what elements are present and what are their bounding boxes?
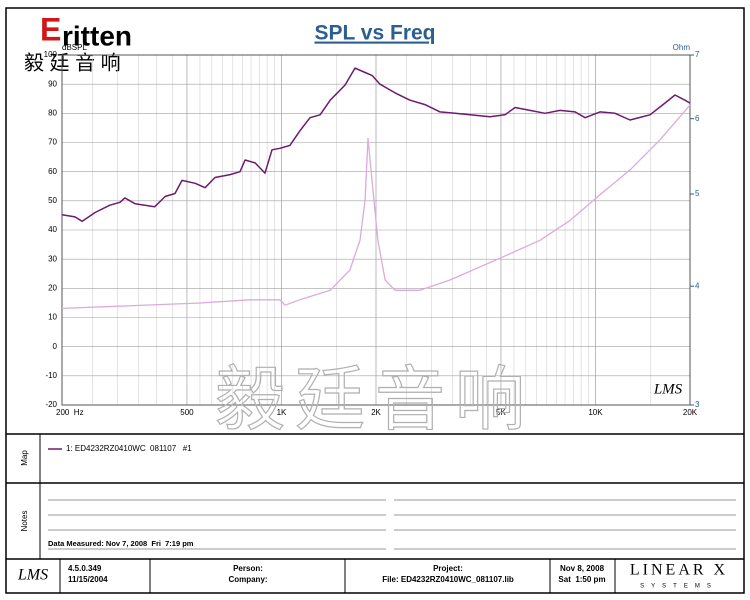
series-line	[61, 67, 691, 223]
y2-axis-label: Ohm	[673, 43, 691, 52]
x-tick-label: 5K	[496, 408, 506, 417]
x-tick-label: 20K	[683, 408, 698, 417]
y2-tick-label: 3	[695, 400, 700, 409]
brand-sub: SYSTEMS	[640, 584, 718, 590]
y-tick-label: 70	[48, 138, 57, 147]
logo-mark: E	[40, 11, 61, 47]
brand: LINEAR X	[630, 562, 728, 579]
company: Company:	[228, 575, 267, 584]
map-label: Map	[20, 450, 29, 466]
time: Sat 1:50 pm	[558, 575, 605, 584]
y2-tick-label: 7	[695, 50, 700, 59]
y-axis-label: dBSPL	[62, 43, 87, 52]
date: Nov 8, 2008	[560, 564, 605, 573]
x-tick-label: 10K	[588, 408, 603, 417]
y-tick-label: 20	[48, 283, 57, 292]
y-tick-label: 0	[53, 342, 58, 351]
outer-frame	[5, 7, 745, 594]
data-measured: Data Measured: Nov 7, 2008 Fri 7:19 pm	[48, 539, 194, 548]
y-tick-label: 100	[44, 50, 58, 59]
footer: LMS 4.5.0.349 11/15/2004 Person: Company…	[17, 559, 728, 593]
series-line	[61, 104, 691, 310]
note-lines	[48, 499, 736, 550]
footer-logo: LMS	[17, 567, 48, 584]
x-tick-label: 200 Hz	[56, 408, 84, 417]
x-tick-label: 500	[180, 408, 194, 417]
y-tick-label: 60	[48, 167, 57, 176]
logo-cn: 毅 廷 音 响	[24, 51, 121, 74]
plot-frame	[61, 54, 691, 406]
version-date: 11/15/2004	[68, 575, 108, 584]
project: Project:	[433, 564, 463, 573]
y-tick-label: 80	[48, 108, 57, 117]
x-tick-label: 1K	[277, 408, 287, 417]
y-tick-label: 10	[48, 313, 57, 322]
y-tick-label: 50	[48, 196, 57, 205]
plot: 200 Hz 500 1K 2K 5K 10K 20K -20 -10 0 10 20 30 40 50 60…	[44, 50, 700, 417]
y-tick-label: -20	[45, 400, 57, 409]
x-tick-label: 2K	[371, 408, 381, 417]
file: File: ED4232RZ0410WC_081107.lib	[382, 575, 514, 584]
logo: ritten	[62, 20, 132, 51]
y-tick-label: -10	[45, 371, 57, 380]
notes-label: Notes	[20, 511, 29, 532]
y-tick-label: 30	[48, 254, 57, 263]
version: 4.5.0.349	[68, 564, 102, 573]
y2-tick-label: 6	[695, 114, 700, 123]
legend-label: 1: ED4232RZ0410WC 081107 #1	[66, 444, 192, 453]
y-tick-label: 90	[48, 79, 57, 88]
person: Person:	[233, 564, 263, 573]
y-tick-label: 40	[48, 225, 57, 234]
y2-tick-label: 5	[695, 189, 700, 198]
watermark: 毅廷音响	[215, 360, 535, 438]
chart-title: SPL vs Freq	[315, 22, 436, 45]
chart-logo: LMS	[653, 381, 683, 397]
y2-tick-label: 4	[695, 281, 700, 290]
